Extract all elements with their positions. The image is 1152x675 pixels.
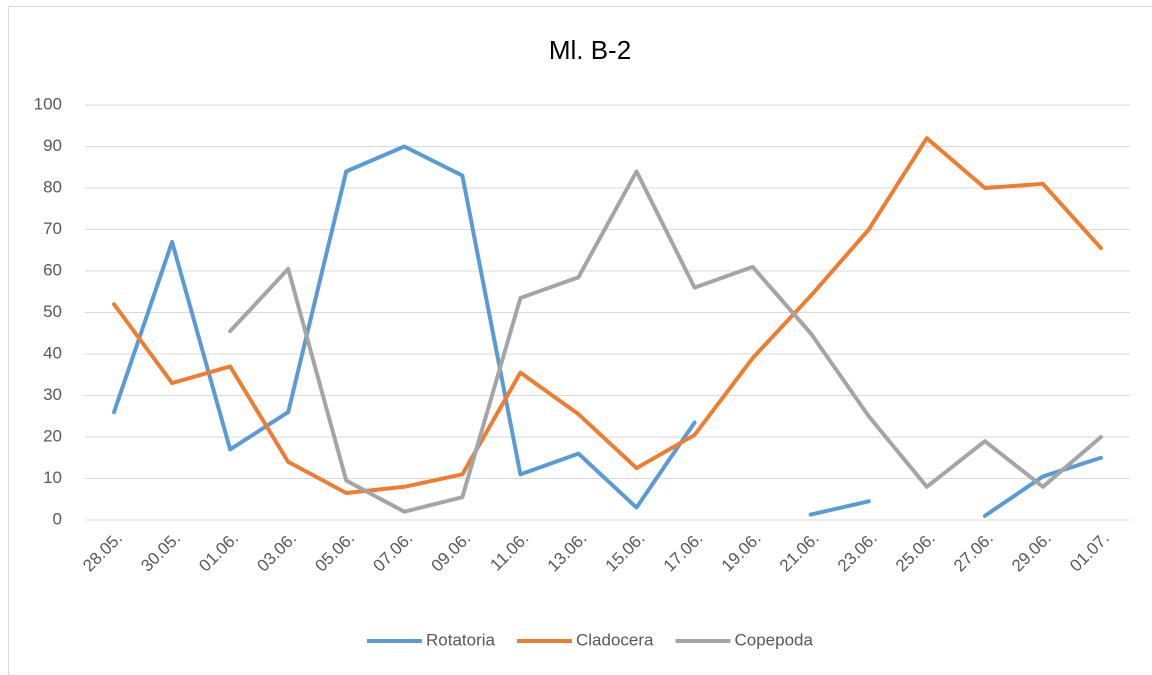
y-tick-label: 100 [34, 94, 62, 113]
y-tick-label: 50 [43, 302, 62, 321]
y-tick-label: 20 [43, 426, 62, 445]
y-tick-label: 90 [43, 136, 62, 155]
chart-border [8, 6, 1152, 675]
y-tick-label: 10 [43, 468, 62, 487]
legend-label: Cladocera [576, 630, 654, 649]
series-line [112, 136, 1103, 496]
y-tick-label: 60 [43, 260, 62, 279]
y-tick-label: 40 [43, 343, 62, 362]
series-line [112, 144, 1103, 518]
legend-label: Rotatoria [426, 630, 496, 649]
series-line [228, 169, 1103, 514]
legend-label: Copepoda [735, 630, 814, 649]
y-tick-label: 30 [43, 385, 62, 404]
y-tick-label: 70 [43, 219, 62, 238]
chart-title: Ml. B-2 [549, 35, 631, 65]
y-tick-label: 0 [53, 509, 62, 528]
y-tick-label: 80 [43, 177, 62, 196]
